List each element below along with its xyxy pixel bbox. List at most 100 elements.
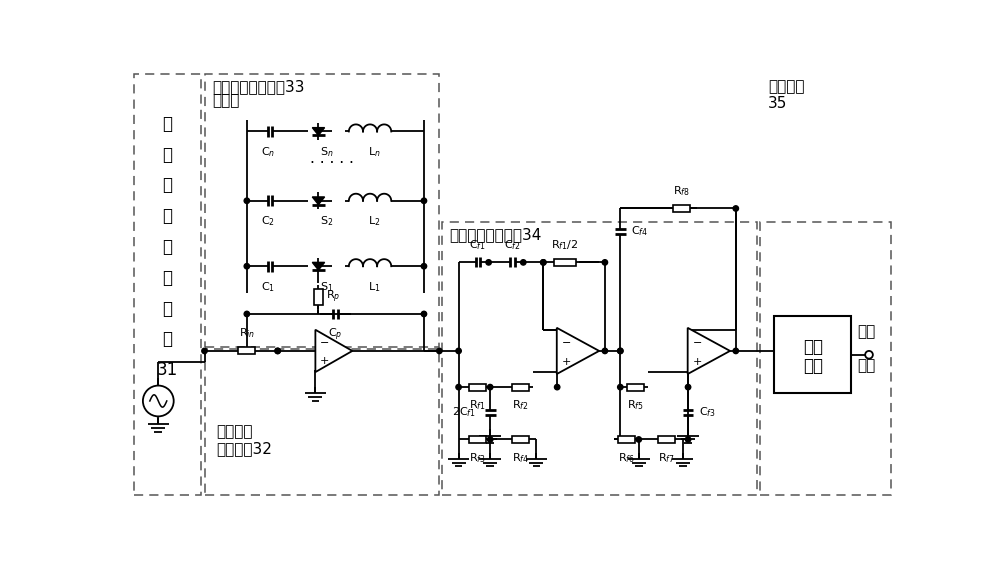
Text: R$_{in}$: R$_{in}$	[239, 327, 255, 340]
Text: $+$: $+$	[561, 356, 571, 367]
Text: 号: 号	[163, 207, 173, 225]
Circle shape	[733, 348, 738, 354]
Text: R$_p$: R$_p$	[326, 289, 341, 305]
Text: C$_{f1}$: C$_{f1}$	[469, 238, 486, 252]
Text: C$_{n}$: C$_{n}$	[261, 145, 276, 159]
Circle shape	[685, 437, 691, 442]
Text: 阻抗变化: 阻抗变化	[216, 424, 253, 439]
Bar	[469, 436, 486, 443]
Bar	[658, 436, 675, 443]
Circle shape	[143, 386, 174, 417]
Circle shape	[602, 348, 608, 354]
Circle shape	[275, 348, 280, 354]
Text: $+$: $+$	[319, 355, 329, 366]
Text: R$_{f3}$: R$_{f3}$	[469, 451, 486, 465]
Circle shape	[421, 311, 427, 316]
Text: 和线圈: 和线圈	[212, 93, 240, 108]
Circle shape	[456, 348, 461, 354]
Polygon shape	[688, 328, 730, 374]
Text: L$_{n}$: L$_{n}$	[368, 145, 380, 159]
Text: C$_{f2}$: C$_{f2}$	[504, 238, 521, 252]
Text: S$_{n}$: S$_{n}$	[320, 145, 334, 159]
Text: 带阻带通滤波模块34: 带阻带通滤波模块34	[449, 227, 542, 242]
Text: C$_p$: C$_p$	[328, 327, 343, 343]
Circle shape	[487, 385, 493, 390]
Text: 块: 块	[163, 330, 173, 348]
Polygon shape	[557, 328, 599, 374]
Circle shape	[636, 437, 641, 442]
Bar	[774, 316, 851, 394]
Text: C$_{f3}$: C$_{f3}$	[699, 405, 716, 419]
Bar	[469, 383, 486, 391]
Text: 2C$_{f1}$: 2C$_{f1}$	[452, 405, 476, 419]
Text: $-$: $-$	[561, 336, 571, 346]
Circle shape	[602, 260, 608, 265]
Polygon shape	[312, 128, 325, 135]
Circle shape	[541, 260, 546, 265]
Bar	[238, 347, 255, 354]
Text: 控制模块: 控制模块	[768, 79, 805, 94]
Circle shape	[554, 385, 560, 390]
Text: 芯片: 芯片	[803, 358, 823, 376]
Text: R$_{f6}$: R$_{f6}$	[618, 451, 635, 465]
Circle shape	[618, 385, 623, 390]
Circle shape	[202, 348, 207, 354]
Circle shape	[618, 348, 623, 354]
Text: $-$: $-$	[692, 336, 702, 346]
Bar	[673, 205, 690, 212]
Bar	[205, 74, 439, 347]
Text: R$_{f7}$: R$_{f7}$	[658, 451, 675, 465]
Text: C$_{1}$: C$_{1}$	[261, 280, 275, 294]
Bar	[314, 289, 323, 306]
Text: S$_{1}$: S$_{1}$	[320, 280, 333, 294]
Text: L$_{1}$: L$_{1}$	[368, 280, 380, 294]
Bar	[627, 383, 644, 391]
Text: 检测模块32: 检测模块32	[216, 441, 272, 456]
Text: · · · · ·: · · · · ·	[310, 157, 353, 171]
Bar	[554, 259, 576, 266]
Text: 模: 模	[163, 300, 173, 318]
Text: 信: 信	[163, 176, 173, 194]
Text: 处理: 处理	[803, 338, 823, 356]
Text: L$_{2}$: L$_{2}$	[368, 215, 380, 229]
Text: 谐振网络配置模块33: 谐振网络配置模块33	[212, 79, 305, 94]
Bar	[134, 74, 201, 495]
Text: 输出: 输出	[858, 359, 876, 374]
Circle shape	[733, 205, 738, 211]
Polygon shape	[312, 197, 325, 204]
Circle shape	[487, 437, 493, 442]
Bar	[512, 436, 529, 443]
Circle shape	[421, 263, 427, 269]
Text: 指令: 指令	[858, 324, 876, 339]
Circle shape	[685, 385, 691, 390]
Text: $+$: $+$	[692, 356, 702, 367]
Bar	[618, 436, 635, 443]
Circle shape	[275, 348, 280, 354]
Text: R$_{f4}$: R$_{f4}$	[512, 451, 529, 465]
Circle shape	[244, 311, 250, 316]
Text: R$_{f8}$: R$_{f8}$	[673, 184, 690, 198]
Circle shape	[618, 348, 623, 354]
Text: 激: 激	[163, 115, 173, 133]
Polygon shape	[312, 262, 325, 270]
Bar	[512, 383, 529, 391]
Circle shape	[437, 348, 442, 354]
Circle shape	[541, 260, 546, 265]
Circle shape	[456, 385, 461, 390]
Text: 31: 31	[157, 361, 178, 379]
Text: C$_{f4}$: C$_{f4}$	[631, 225, 648, 239]
Circle shape	[521, 260, 526, 265]
Circle shape	[865, 351, 873, 359]
Text: C$_{2}$: C$_{2}$	[261, 215, 275, 229]
Text: R$_{f1}$/2: R$_{f1}$/2	[551, 238, 578, 252]
Text: R$_{f1}$: R$_{f1}$	[469, 399, 486, 413]
Text: 励: 励	[163, 146, 173, 164]
Text: 35: 35	[768, 96, 788, 111]
Text: S$_{2}$: S$_{2}$	[320, 215, 333, 229]
Text: $-$: $-$	[319, 336, 329, 346]
Text: 生: 生	[163, 269, 173, 287]
Circle shape	[486, 260, 491, 265]
Bar	[205, 348, 439, 495]
Bar	[760, 222, 891, 495]
Text: 产: 产	[163, 238, 173, 256]
